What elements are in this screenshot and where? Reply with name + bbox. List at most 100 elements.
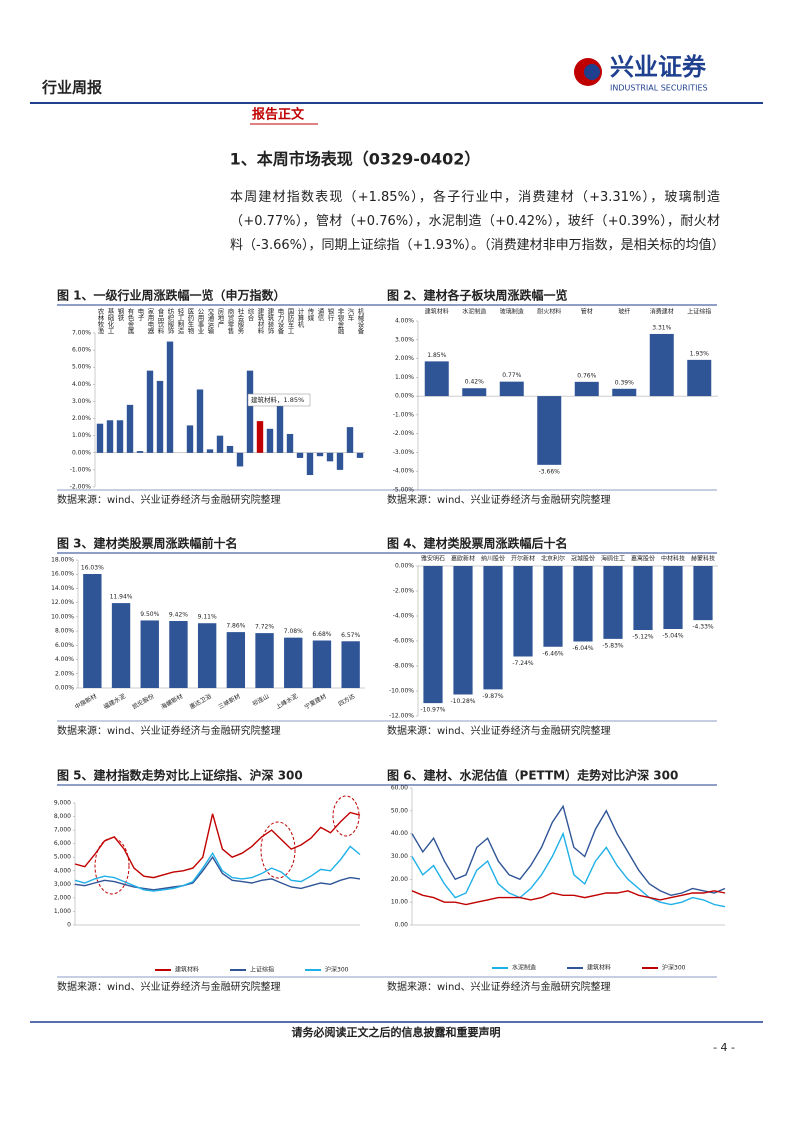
y-tick-label: 7.00%	[72, 330, 91, 337]
value-label: 9.11%	[198, 614, 217, 621]
value-label: 1.85%	[427, 352, 446, 359]
value-label: 9.50%	[140, 611, 159, 618]
y-tick-label: -1.00%	[70, 466, 92, 473]
category-label: 赫蒙科技	[691, 555, 715, 563]
value-label: 7.72%	[255, 624, 274, 631]
y-tick-label: 0.00%	[395, 393, 414, 400]
figure-title: 图 5、建材指数走势对比上证综指、沪深 300	[57, 768, 303, 783]
figure-title: 图 6、建材、水泥估值（PETTM）走势对比沪深 300	[387, 768, 678, 783]
y-tick-label: 1.00%	[72, 432, 91, 439]
bar	[537, 396, 562, 465]
y-tick-label: 6.00%	[72, 347, 91, 354]
value-label: -5.12%	[632, 634, 654, 641]
y-tick-label: 9,000	[54, 800, 71, 807]
legend-label: 上证综指	[250, 966, 274, 974]
category-label: 中材科技	[661, 555, 685, 563]
category-label: 耐火材料	[537, 308, 561, 316]
value-label: 1.93%	[690, 350, 709, 357]
category-label: 北京利尔	[541, 555, 565, 563]
category-label: 机械设备	[356, 307, 364, 336]
highlight-circle	[260, 821, 296, 879]
y-tick-label: -2.00%	[393, 588, 415, 595]
y-tick-label: 50.00	[391, 807, 408, 814]
figure-source: 数据来源：wind、兴业证券经济与金融研究院整理	[387, 724, 611, 737]
category-label: 凯伦股份	[131, 692, 156, 711]
category-label: 银行	[326, 307, 334, 323]
value-label: 7.08%	[284, 628, 303, 635]
value-label: -10.97%	[420, 707, 445, 714]
category-label: 海鸥住工	[601, 555, 625, 563]
value-label: -5.83%	[602, 642, 624, 649]
bar	[326, 452, 334, 462]
bar	[169, 621, 188, 688]
logo-sub: INDUSTRIAL SECURITIES	[610, 84, 708, 93]
category-label: 惠达卫浴	[188, 692, 213, 711]
legend-label: 水泥制造	[512, 964, 536, 972]
category-label: 综合	[246, 307, 254, 323]
y-tick-label: 4.00%	[72, 381, 91, 388]
bar	[156, 380, 164, 453]
y-tick-label: 5.00%	[72, 364, 91, 371]
category-label: 钢铁	[116, 308, 124, 323]
bar	[116, 420, 124, 453]
section-label: 报告正文	[252, 107, 305, 123]
bar	[499, 381, 524, 397]
bar	[111, 603, 131, 688]
y-tick-label: 3.00%	[72, 398, 91, 405]
category-label: 嘉寓股份	[631, 555, 655, 563]
value-label: 16.03%	[81, 565, 104, 572]
legend-label: 沪深300	[662, 964, 686, 972]
y-tick-label: 6.00%	[55, 642, 74, 649]
y-tick-label: 10.00	[391, 899, 408, 906]
value-label: 0.39%	[615, 379, 634, 386]
category-label: 有色金属	[126, 307, 134, 336]
heading: 1、本周市场表现（0329-0402）	[230, 150, 481, 169]
annotation-box	[247, 393, 311, 407]
bar	[346, 427, 354, 453]
value-label: -9.87%	[482, 693, 504, 700]
bar	[206, 449, 214, 453]
category-label: 四方达	[337, 692, 357, 708]
y-tick-label: 0	[67, 922, 71, 929]
category-label: 家用电器	[146, 307, 154, 336]
bar	[226, 632, 246, 688]
legend-label: 沪深300	[325, 966, 349, 974]
bar	[284, 637, 303, 688]
y-tick-label: 0.00	[395, 922, 409, 929]
bar	[126, 404, 134, 453]
category-label: 食品饮料	[156, 307, 164, 336]
figure-source: 数据来源：wind、兴业证券经济与金融研究院整理	[57, 980, 281, 993]
series-line	[411, 890, 726, 906]
value-label: -6.04%	[572, 645, 594, 652]
y-tick-label: 6,000	[54, 840, 71, 847]
logo-mark	[584, 64, 600, 80]
report-type: 行业周报	[41, 79, 102, 97]
y-tick-label: 2.00%	[72, 415, 91, 422]
bar	[96, 423, 104, 453]
value-label: 3.31%	[652, 324, 671, 331]
y-tick-label: 40.00	[391, 830, 408, 837]
category-label: 建筑材料	[425, 308, 449, 316]
bar	[83, 574, 102, 688]
bar	[296, 452, 304, 458]
category-label: 三峡新材	[217, 692, 242, 711]
bar	[236, 452, 244, 467]
bar	[106, 420, 114, 453]
bar	[186, 425, 194, 453]
bar	[574, 381, 599, 397]
value-label: -3.66%	[539, 468, 561, 475]
category-label: 非银金融	[336, 307, 344, 336]
bar	[693, 566, 713, 621]
bar	[633, 566, 653, 630]
category-label: 宁夏建材	[303, 692, 328, 711]
bar	[612, 388, 637, 397]
bar	[306, 452, 314, 476]
bar	[687, 359, 712, 397]
y-tick-label: -2.00%	[70, 484, 92, 491]
y-tick-label: -5.00%	[393, 487, 415, 494]
category-label: 交通运输	[206, 307, 214, 336]
bar	[483, 566, 503, 690]
value-label: 6.57%	[341, 632, 360, 639]
category-label: 福建水泥	[102, 692, 127, 711]
